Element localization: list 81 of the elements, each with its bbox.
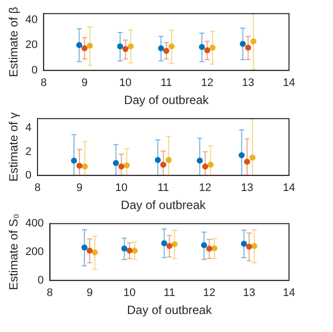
point	[251, 243, 258, 250]
y-tick-label: 40	[25, 14, 38, 26]
y-tick-label: 0	[38, 274, 44, 286]
x-tick-label: 11	[164, 287, 176, 300]
y-axis-title: Estimate of β	[6, 6, 21, 78]
x-tick-label: 13	[240, 182, 254, 194]
point	[112, 160, 119, 166]
x-tick-label: 12	[203, 287, 216, 300]
point	[210, 44, 216, 51]
y-tick-label: 2	[25, 146, 32, 158]
x-tick-label: 14	[282, 287, 296, 300]
point	[245, 44, 252, 51]
point	[86, 248, 93, 254]
point	[202, 164, 208, 170]
x-tick-label: 8	[46, 287, 53, 300]
point	[82, 164, 88, 170]
point	[128, 43, 134, 50]
point	[211, 245, 218, 252]
x-tick-label: 8	[34, 182, 41, 194]
point	[158, 45, 164, 52]
point	[208, 162, 214, 168]
point	[117, 43, 124, 50]
y-tick-label: 0	[25, 169, 32, 182]
x-tick-label: 10	[119, 77, 132, 90]
y-axis-title: Estimate of γ	[6, 112, 21, 182]
x-tick-label: 13	[243, 287, 256, 300]
point	[124, 162, 130, 168]
point	[160, 162, 166, 168]
x-axis-title: Day of outbreak	[120, 198, 207, 212]
y-tick-label: 200	[25, 246, 44, 258]
x-tick-label: 14	[282, 77, 296, 90]
point	[240, 40, 246, 47]
point	[204, 47, 210, 54]
point	[240, 240, 247, 247]
point	[238, 152, 245, 158]
x-tick-label: 9	[81, 77, 88, 90]
point	[250, 38, 256, 44]
y-tick-label: 4	[25, 122, 32, 134]
x-tick-label: 11	[158, 182, 169, 194]
point	[82, 45, 88, 52]
point	[166, 157, 172, 164]
point	[118, 164, 124, 170]
x-axis-title: Day of outbreak	[127, 303, 213, 318]
point	[76, 42, 82, 48]
point	[168, 43, 175, 50]
point	[81, 244, 88, 250]
x-tick-label: 14	[282, 182, 296, 194]
point	[132, 248, 138, 254]
y-tick-label: 0	[32, 64, 38, 76]
point	[121, 245, 128, 252]
point	[126, 248, 132, 254]
y-tick-label: 20	[25, 39, 38, 52]
x-axis-title: Day of outbreak	[124, 93, 210, 108]
x-tick-label: 13	[242, 77, 254, 90]
point	[163, 48, 170, 54]
x-tick-label: 9	[76, 182, 82, 194]
point	[172, 241, 178, 248]
x-tick-label: 8	[40, 77, 47, 90]
x-tick-label: 10	[115, 182, 128, 194]
point	[76, 162, 82, 169]
x-tick-label: 12	[201, 77, 214, 90]
x-tick-label: 10	[123, 287, 136, 300]
point	[154, 157, 161, 164]
point	[201, 242, 208, 248]
y-axis-title: Estimate of S₀	[6, 214, 21, 290]
x-tick-label: 9	[86, 287, 93, 300]
point	[92, 249, 98, 256]
point	[122, 46, 128, 52]
x-tick-label: 11	[160, 77, 172, 90]
point	[70, 158, 77, 164]
x-tick-label: 12	[199, 182, 212, 194]
point	[198, 44, 205, 50]
point	[246, 244, 252, 250]
y-tick-label: 400	[25, 218, 44, 230]
point	[86, 42, 93, 49]
point	[206, 246, 212, 252]
point	[244, 158, 250, 165]
point	[161, 240, 168, 246]
point	[196, 158, 203, 164]
point	[250, 154, 256, 161]
point	[166, 243, 172, 250]
